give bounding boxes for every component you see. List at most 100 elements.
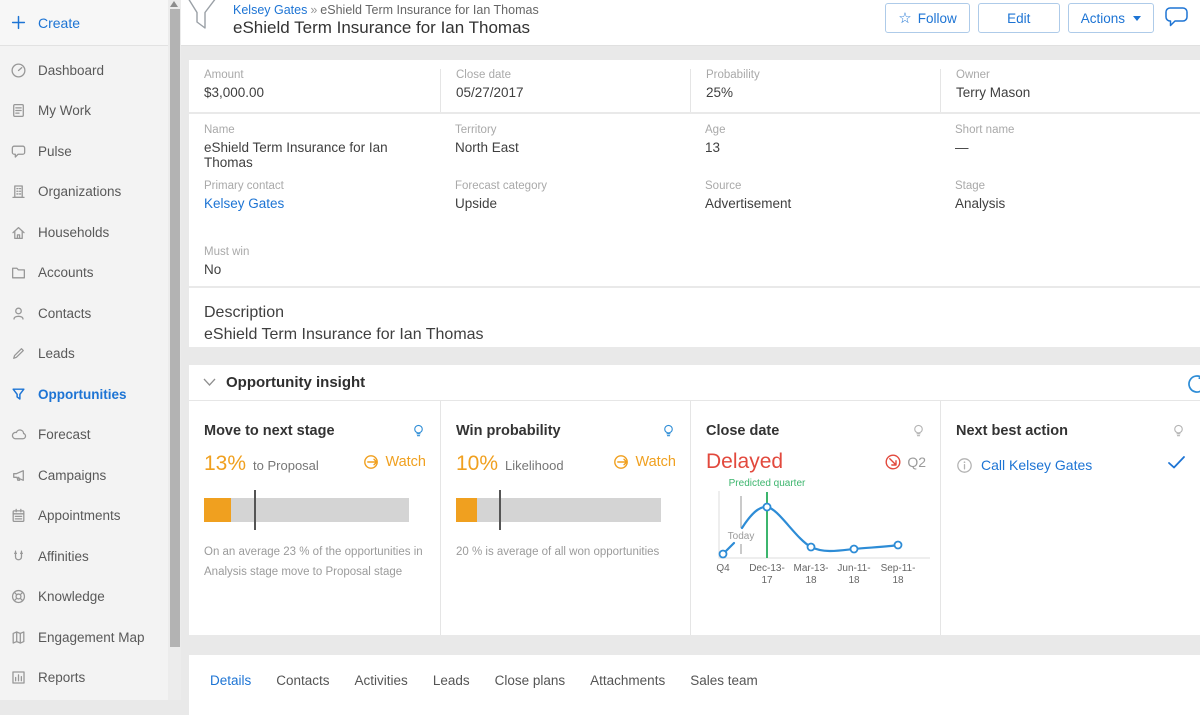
sidebar-item-engagement-map[interactable]: Engagement Map bbox=[0, 617, 168, 658]
sidebar-item-accounts[interactable]: Accounts bbox=[0, 253, 168, 294]
sidebar-item-label: Contacts bbox=[38, 305, 92, 321]
sidebar: Create Dashboard My Work Pulse Organizat… bbox=[0, 0, 168, 700]
sidebar-item-knowledge[interactable]: Knowledge bbox=[0, 577, 168, 618]
sidebar-item-label: Forecast bbox=[38, 427, 91, 443]
sidebar-item-leads[interactable]: Leads bbox=[0, 334, 168, 375]
progress-fill bbox=[456, 498, 477, 522]
tab-sales-team[interactable]: Sales team bbox=[690, 673, 758, 688]
progress-track bbox=[456, 498, 661, 522]
close-date-chart: Today Predicted quarter Q4 Dec-13- 17 M bbox=[716, 478, 930, 586]
next-action-link[interactable]: Call Kelsey Gates bbox=[981, 457, 1093, 473]
insight-title: Opportunity insight bbox=[226, 374, 366, 391]
info-icon bbox=[957, 457, 972, 473]
sidebar-item-appointments[interactable]: Appointments bbox=[0, 496, 168, 537]
magnet-icon bbox=[14, 550, 23, 561]
next-best-action-card: Next best action Call Kelsey Gates bbox=[940, 401, 1200, 635]
watch-button[interactable]: Watch bbox=[613, 454, 676, 470]
bar-chart-icon bbox=[12, 671, 25, 684]
header-actions: ☆ Follow Edit Actions bbox=[885, 3, 1192, 33]
average-marker bbox=[254, 490, 257, 530]
follow-button[interactable]: ☆ Follow bbox=[885, 3, 970, 33]
record-tabs: Details Contacts Activities Leads Close … bbox=[189, 655, 1200, 715]
card-title: Move to next stage bbox=[204, 423, 335, 439]
svg-text:18: 18 bbox=[805, 575, 817, 586]
stage-caption: On an average 23 % of the opportunities … bbox=[204, 546, 423, 578]
vertical-scrollbar[interactable] bbox=[168, 0, 181, 700]
tab-contacts[interactable]: Contacts bbox=[276, 673, 330, 688]
card-title: Win probability bbox=[456, 423, 561, 439]
win-percent: 10% bbox=[456, 452, 499, 475]
building-icon bbox=[12, 185, 25, 199]
collapse-chevron-icon[interactable] bbox=[203, 374, 216, 392]
actions-button[interactable]: Actions bbox=[1067, 3, 1154, 33]
sidebar-item-label: Campaigns bbox=[38, 467, 107, 483]
sidebar-item-label: Pulse bbox=[38, 143, 72, 159]
field-age: Age 13 bbox=[705, 124, 726, 155]
watch-arrow-icon bbox=[364, 455, 379, 469]
breadcrumb-current: eShield Term Insurance for Ian Thomas bbox=[320, 3, 539, 17]
sidebar-item-forecast[interactable]: Forecast bbox=[0, 415, 168, 456]
primary-contact-link[interactable]: Kelsey Gates bbox=[204, 196, 285, 211]
cloud-icon bbox=[11, 429, 27, 440]
star-icon: ☆ bbox=[898, 10, 912, 27]
lifesaver-icon bbox=[11, 590, 26, 604]
stage-percent: 13% bbox=[204, 452, 247, 475]
pencil-icon bbox=[13, 348, 24, 360]
description-panel: Description eShield Term Insurance for I… bbox=[189, 288, 1200, 347]
win-suffix: Likelihood bbox=[505, 458, 564, 473]
bulb-icon bbox=[1174, 424, 1183, 437]
sidebar-item-label: Leads bbox=[38, 346, 75, 362]
refresh-button[interactable] bbox=[1185, 372, 1200, 401]
tab-attachments[interactable]: Attachments bbox=[590, 673, 666, 688]
chevron-down-icon bbox=[1133, 15, 1141, 21]
tab-details[interactable]: Details bbox=[210, 673, 252, 688]
complete-action-button[interactable] bbox=[1167, 455, 1186, 475]
progress-fill bbox=[204, 498, 231, 522]
create-button[interactable]: Create bbox=[0, 0, 168, 46]
svg-text:Q4: Q4 bbox=[716, 563, 730, 574]
scroll-up-arrow-icon[interactable] bbox=[170, 1, 178, 7]
progress-track bbox=[204, 498, 409, 522]
field-stage: Stage Analysis bbox=[955, 180, 1006, 211]
header-text: Kelsey Gates» eShield Term Insurance for … bbox=[233, 0, 539, 38]
sidebar-item-households[interactable]: Households bbox=[0, 212, 168, 253]
megaphone-icon bbox=[13, 469, 24, 481]
average-marker bbox=[499, 490, 501, 530]
field-probability: Probability 25% bbox=[690, 69, 940, 112]
speech-bubble-icon bbox=[11, 145, 26, 158]
svg-text:Sep-11-: Sep-11- bbox=[881, 563, 916, 574]
breadcrumb-link[interactable]: Kelsey Gates bbox=[233, 3, 308, 17]
sidebar-item-my-work[interactable]: My Work bbox=[0, 91, 168, 132]
edit-button[interactable]: Edit bbox=[977, 3, 1060, 33]
delayed-arrow-icon bbox=[885, 454, 901, 470]
close-date-status: Delayed bbox=[706, 450, 784, 473]
move-to-next-stage-card: Move to next stage 13% to Proposal Watch bbox=[189, 401, 440, 635]
chat-button[interactable] bbox=[1162, 5, 1192, 32]
sidebar-item-campaigns[interactable]: Campaigns bbox=[0, 455, 168, 496]
field-close-date: Close date 05/27/2017 bbox=[440, 69, 690, 112]
sidebar-item-reports[interactable]: Reports bbox=[0, 658, 168, 699]
sidebar-item-dashboard[interactable]: Dashboard bbox=[0, 50, 168, 91]
sidebar-item-label: My Work bbox=[38, 103, 91, 119]
detail-row: Must win No bbox=[189, 234, 1200, 286]
chart-markers bbox=[718, 502, 903, 559]
sidebar-item-contacts[interactable]: Contacts bbox=[0, 293, 168, 334]
main-area: Kelsey Gates» eShield Term Insurance for … bbox=[181, 0, 1200, 715]
sidebar-item-organizations[interactable]: Organizations bbox=[0, 172, 168, 213]
watch-button[interactable]: Watch bbox=[363, 454, 426, 470]
win-caption: 20 % is average of all won opportunities bbox=[456, 546, 660, 558]
scrollbar-thumb[interactable] bbox=[169, 9, 180, 647]
dashboard-icon bbox=[11, 63, 26, 78]
tab-close-plans[interactable]: Close plans bbox=[494, 673, 566, 688]
svg-text:17: 17 bbox=[761, 575, 773, 586]
tab-leads[interactable]: Leads bbox=[432, 673, 470, 688]
description-label: Description bbox=[204, 304, 285, 321]
tab-activities[interactable]: Activities bbox=[354, 673, 408, 688]
sidebar-item-opportunities[interactable]: Opportunities bbox=[0, 374, 168, 415]
sidebar-item-label: Appointments bbox=[38, 508, 121, 524]
stage-progress-bar bbox=[204, 490, 426, 530]
map-icon bbox=[12, 631, 25, 644]
sidebar-item-pulse[interactable]: Pulse bbox=[0, 131, 168, 172]
sidebar-item-affinities[interactable]: Affinities bbox=[0, 536, 168, 577]
chat-bubble-icon bbox=[1165, 6, 1188, 26]
